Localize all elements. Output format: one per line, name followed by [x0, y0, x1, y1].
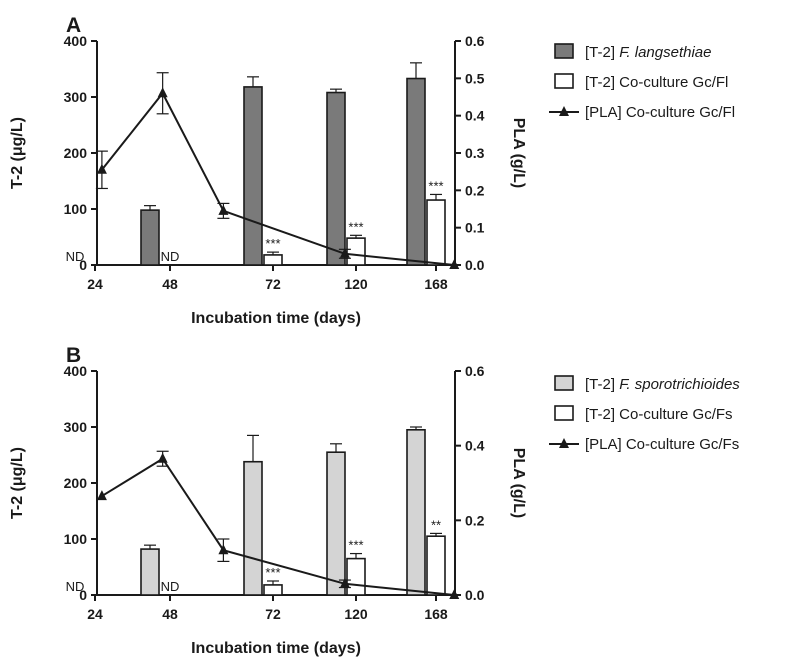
chart-panel-b: B 0 100 200 300 400 0.0 0.2 0.4 0.6 24 48 72 120 168 In…	[9, 344, 740, 657]
data-point-triangle	[339, 247, 350, 258]
left-tick-label: 0	[79, 587, 87, 603]
data-point-triangle	[449, 589, 460, 599]
legend-label-species: F. sporotrichioides	[619, 376, 740, 393]
x-tick-label: 168	[424, 606, 448, 622]
panel-label: A	[66, 14, 81, 37]
right-tick-label: 0.3	[465, 145, 485, 161]
left-tick-label: 400	[64, 33, 88, 49]
y-axis-title-right: PLA (g/L)	[510, 448, 527, 519]
significance-label: **	[431, 517, 441, 532]
data-point-triangle	[218, 204, 229, 215]
bar	[140, 209, 160, 266]
legend-marker	[559, 106, 569, 116]
bar	[243, 86, 263, 266]
data-point-triangle	[157, 87, 168, 98]
legend-label: [T-2] F. sporotrichioides	[585, 376, 740, 393]
right-tick-label: 0.6	[465, 363, 485, 379]
legend-swatch	[554, 375, 574, 391]
y-axis-title-right: PLA (g/L)	[510, 118, 527, 189]
bar	[346, 557, 366, 596]
data-point-triangle	[96, 490, 107, 501]
left-tick-label: 300	[64, 419, 88, 435]
legend-label: [T-2] Co-culture Gc/Fs	[585, 406, 733, 423]
legend-label-text: [T-2] Co-culture Gc/Fs	[585, 406, 733, 423]
x-axis-title: Incubation time (days)	[191, 310, 361, 327]
bar	[243, 460, 263, 596]
legend-swatch	[554, 43, 574, 59]
legend-swatch	[554, 405, 574, 421]
right-tick-label: 0.4	[465, 438, 485, 454]
bar	[346, 237, 366, 266]
right-tick-label: 0.0	[465, 257, 485, 273]
left-tick-label: 300	[64, 89, 88, 105]
left-tick-label: 400	[64, 363, 88, 379]
significance-label: ***	[428, 178, 443, 193]
right-tick-label: 0.2	[465, 182, 485, 198]
x-axis-title: Incubation time (days)	[191, 640, 361, 657]
legend-marker	[559, 438, 569, 448]
legend-label-text: [T-2] Co-culture Gc/Fl	[585, 74, 728, 91]
chart-panel-a: A 0 100 200 300 400 0.0 0.1 0.2 0.3 0.4 0.5 0.6 24 48 7…	[9, 14, 735, 327]
left-tick-label: 100	[64, 531, 88, 547]
data-point-triangle	[449, 259, 460, 269]
right-tick-label: 0.0	[465, 587, 485, 603]
data-point-triangle	[96, 163, 107, 174]
x-tick-label: 48	[162, 606, 178, 622]
x-tick-label: 72	[265, 276, 281, 292]
bar	[326, 451, 346, 596]
data-point-triangle	[339, 577, 350, 588]
bar	[326, 91, 346, 266]
data-point-triangle	[218, 544, 229, 555]
significance-label: ***	[348, 538, 363, 553]
y-axis-title-left: T-2 (μg/L)	[9, 117, 26, 189]
not-detected-label: ND	[66, 249, 85, 264]
not-detected-label: ND	[161, 249, 180, 264]
x-tick-label: 72	[265, 606, 281, 622]
bar	[263, 254, 283, 266]
left-tick-label: 200	[64, 145, 88, 161]
panel-label: B	[66, 344, 81, 367]
right-tick-label: 0.6	[465, 33, 485, 49]
right-tick-label: 0.2	[465, 512, 485, 528]
right-tick-label: 0.1	[465, 220, 485, 236]
left-tick-label: 200	[64, 475, 88, 491]
right-tick-label: 0.5	[465, 70, 485, 86]
legend-label-text: [T-2]	[585, 44, 619, 61]
bar	[406, 428, 426, 596]
not-detected-label: ND	[161, 579, 180, 594]
bar	[406, 77, 426, 266]
left-tick-label: 0	[79, 257, 87, 273]
right-tick-label: 0.4	[465, 108, 485, 124]
x-tick-label: 24	[87, 606, 103, 622]
bar	[263, 584, 283, 596]
legend-label-text: [PLA] Co-culture Gc/Fs	[585, 436, 739, 453]
bar	[140, 548, 160, 596]
x-tick-label: 24	[87, 276, 103, 292]
legend-label: [T-2] F. langsethiae	[585, 44, 711, 61]
legend-label: [T-2] Co-culture Gc/Fl	[585, 74, 728, 91]
bar	[426, 535, 446, 596]
left-tick-label: 100	[64, 201, 88, 217]
legend-swatch	[554, 73, 574, 89]
x-tick-label: 48	[162, 276, 178, 292]
not-detected-label: ND	[66, 579, 85, 594]
legend-label-text: [T-2]	[585, 376, 619, 393]
legend-label-species: F. langsethiae	[619, 44, 711, 61]
bar	[426, 199, 446, 266]
x-tick-label: 120	[344, 606, 368, 622]
significance-label: ***	[265, 565, 280, 580]
significance-label: ***	[348, 219, 363, 234]
y-axis-title-left: T-2 (μg/L)	[9, 447, 26, 519]
legend-label-text: [PLA] Co-culture Gc/Fl	[585, 104, 735, 121]
legend-label: [PLA] Co-culture Gc/Fs	[585, 436, 739, 453]
significance-label: ***	[265, 236, 280, 251]
data-point-triangle	[157, 452, 168, 463]
x-tick-label: 168	[424, 276, 448, 292]
legend-label: [PLA] Co-culture Gc/Fl	[585, 104, 735, 121]
x-tick-label: 120	[344, 276, 368, 292]
